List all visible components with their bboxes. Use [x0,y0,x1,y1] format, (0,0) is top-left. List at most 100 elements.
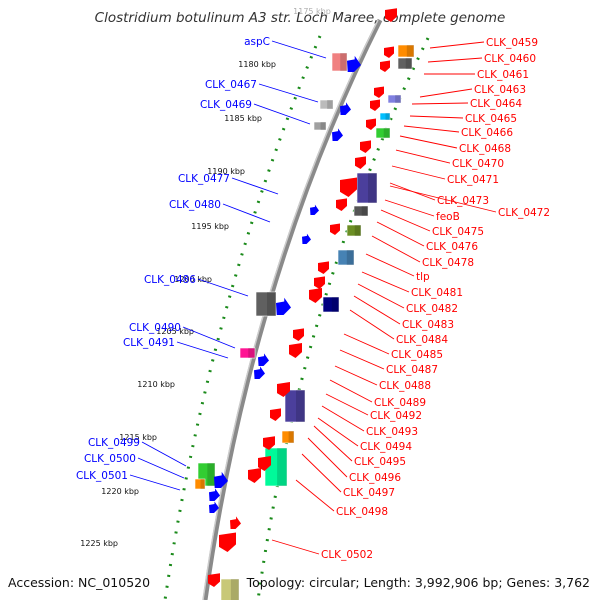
gene-feature-shade [361,206,368,216]
gene-arrow [309,288,322,303]
gene-feature-shade [346,250,354,265]
label-leader-line [231,177,279,195]
gene-arrow [276,297,291,315]
gene-label-right: CLK_0463 [474,84,526,96]
kbp-tick-label: 1175 kbp [293,7,331,16]
kbp-tick-label: 1210 kbp [137,380,175,389]
gene-feature-shade [385,113,390,120]
gene-label-right: CLK_0483 [402,319,454,331]
tick-labels: 1180 kbp 1185 kbp 1190 kbp 1195 kbp 1200 kbp… [80,7,331,548]
gene-feature [255,291,277,317]
gene-arrow [355,156,366,169]
gene-feature [379,112,391,121]
gene-label-right: CLK_0459 [486,37,538,49]
gene-arrow [277,382,290,397]
gene-label-right: CLK_0487 [386,364,438,376]
gene-arrow [314,276,325,289]
kbp-tick-label: 1185 kbp [224,114,262,123]
gene-label-left: aspC [244,36,270,48]
gene-feature [353,205,369,217]
label-leader-line [317,417,359,447]
gene-feature [239,347,256,359]
kbp-tick-label: 1220 kbp [101,487,139,496]
kbp-tick-label: 1215 kbp [119,433,157,442]
gene-feature-shade [320,122,326,130]
label-leader-line [339,349,385,370]
gene-arrow [293,328,304,341]
gene-arrow [258,456,271,471]
label-leader-line [307,437,348,478]
gene-label-right: CLK_0464 [470,98,522,110]
gene-label-left: CLK_0469 [200,99,252,111]
label-leader-line [419,88,473,98]
label-leader-line [399,135,458,149]
gene-arrow [214,471,228,488]
label-leader-line [271,539,320,555]
gene-feature-shade [327,100,333,109]
gene-label-right: CLK_0485 [391,349,443,361]
label-leader-line [313,425,353,462]
kbp-tick-label: 1195 kbp [191,222,229,231]
gene-feature-shade [383,128,390,138]
gene-labels: aspC CLK_0467 CLK_0469 CLK_0477 CLK_0480 CLK_… [76,36,550,561]
gene-label-right: CLK_0473 [437,195,489,207]
label-leader-line [141,441,187,467]
gene-feature-shade [395,95,401,103]
gene-arrow [374,86,384,98]
gene-arrow [347,55,361,72]
gene-label-right: CLK_0492 [370,410,422,422]
label-leader-line [253,103,311,125]
gene-label-right: CLK_0472 [498,207,550,219]
map-title: Clostridium botulinum A3 str. Loch Maree… [94,10,506,26]
gene-label-right: CLK_0475 [432,226,484,238]
gene-arrow [332,128,343,141]
gene-label-right: CLK_0489 [374,397,426,409]
label-leader-line [343,333,390,355]
gene-label-right: CLK_0494 [360,441,412,453]
gene-arrow [366,118,376,130]
gene-feature-shade [406,45,414,57]
gene-label-right: CLK_0495 [354,456,406,468]
kbp-tick-label: 1180 kbp [238,60,276,69]
gene-label-right: CLK_0461 [477,69,529,81]
gene-arrow [208,573,220,587]
gene-arrow [230,516,241,529]
label-leader-line [409,115,464,119]
gene-feature-shade [331,297,339,312]
gene-arrow [254,366,265,379]
gene-label-right: tlp [416,271,430,283]
gene-arrow [318,261,329,274]
gene-label-right: CLK_0496 [349,472,401,484]
label-leader-line [389,185,497,213]
gene-arrow [340,102,351,115]
gene-feature [194,478,206,490]
gene-label-left: CLK_0490 [129,322,181,334]
gene-feature-shade [230,579,239,600]
gene-label-right: CLK_0468 [459,143,511,155]
gene-feature-shade [267,292,276,316]
gene-feature-shade [296,390,305,422]
gene-feature [313,121,327,131]
gene-arrow [289,343,302,358]
label-leader-line [129,474,181,491]
gene-feature [331,52,348,72]
gene-label-right: CLK_0497 [343,487,395,499]
label-leader-line [197,278,249,297]
gene-feature-shade [277,448,287,486]
label-leader-line [222,203,271,223]
label-leader-line [182,326,236,349]
topology-text: Topology: circular; Length: 3,992,906 bp… [246,575,590,590]
gene-feature-shade [207,463,215,486]
gene-feature-shade [248,348,255,358]
label-leader-line [258,83,319,103]
label-leader-line [395,149,451,164]
label-leader-line [427,57,483,63]
label-leader-line [361,271,410,293]
label-leader-line [176,341,229,359]
gene-label-right: CLK_0476 [426,241,478,253]
kbp-tick-label: 1205 kbp [156,327,194,336]
gene-feature [346,224,362,237]
gene-label-right: CLK_0484 [396,334,448,346]
label-leader-line [403,125,460,133]
